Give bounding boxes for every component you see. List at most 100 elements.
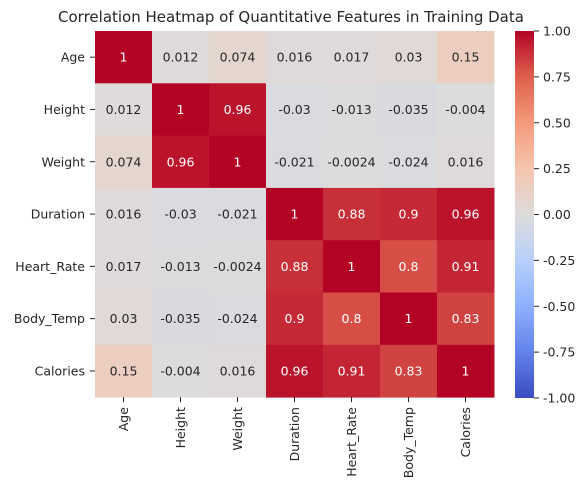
cell-value-label: -0.03 bbox=[164, 207, 196, 222]
cell-value-label: 0.012 bbox=[163, 50, 199, 65]
cell-value-label: -0.0024 bbox=[327, 154, 375, 169]
cell-value-label: -0.004 bbox=[160, 363, 200, 378]
cell-value-label: -0.021 bbox=[274, 154, 314, 169]
cell-value-label: 1 bbox=[462, 363, 470, 378]
cell-value-label: 0.83 bbox=[452, 311, 480, 326]
colorbar-tick-label: 1.00 bbox=[543, 24, 571, 39]
colorbar-tick-label: -0.75 bbox=[543, 345, 575, 360]
heatmap-cell bbox=[95, 292, 153, 346]
row-tick-label: Duration bbox=[31, 207, 85, 222]
heatmap-cell bbox=[437, 31, 495, 84]
heatmap-cell bbox=[266, 187, 324, 241]
heatmap-cell bbox=[152, 292, 210, 346]
cell-value-label: 1 bbox=[291, 207, 299, 222]
column-tick-label: Body_Temp bbox=[401, 407, 416, 478]
cell-value-label: 0.9 bbox=[285, 311, 305, 326]
cell-value-label: 0.017 bbox=[334, 50, 370, 65]
cell-value-label: 0.8 bbox=[399, 259, 419, 274]
cell-value-label: -0.035 bbox=[160, 311, 200, 326]
cell-value-label: 0.96 bbox=[452, 207, 480, 222]
heatmap-cell bbox=[152, 31, 210, 84]
heatmap-cell bbox=[152, 240, 210, 293]
cell-value-label: 0.9 bbox=[399, 207, 419, 222]
column-tick-label: Calories bbox=[458, 407, 473, 457]
row-tick-label: Heart_Rate bbox=[15, 259, 85, 274]
heatmap-cell bbox=[266, 135, 324, 189]
heatmap-cells: 1 0.012 0.074 0.016 0.017 0.03 0.15 0.012 1 0.96 -… bbox=[95, 31, 495, 398]
row-tick-label: Calories bbox=[35, 363, 85, 378]
colorbar-tick-label: -0.25 bbox=[543, 253, 575, 268]
heatmap-cell bbox=[380, 344, 438, 398]
heatmap-cell bbox=[95, 83, 153, 137]
heatmap-cell bbox=[380, 83, 438, 137]
cell-value-label: -0.021 bbox=[217, 207, 257, 222]
heatmap-cell bbox=[437, 292, 495, 346]
heatmap-cell bbox=[209, 240, 267, 293]
heatmap-cell bbox=[95, 187, 153, 241]
heatmap-cell bbox=[380, 31, 438, 84]
colorbar-tick-label: 0.50 bbox=[543, 115, 571, 130]
cell-value-label: 0.91 bbox=[452, 259, 480, 274]
cell-value-label: 0.96 bbox=[167, 154, 195, 169]
cell-value-label: -0.0024 bbox=[213, 259, 261, 274]
row-tick-label: Height bbox=[44, 102, 85, 117]
cell-value-label: 0.074 bbox=[106, 154, 142, 169]
heatmap-cell bbox=[266, 31, 324, 84]
cell-value-label: 0.016 bbox=[448, 154, 484, 169]
heatmap-cell bbox=[437, 135, 495, 189]
cell-value-label: 0.96 bbox=[281, 363, 309, 378]
cell-value-label: 0.15 bbox=[110, 363, 138, 378]
cell-value-label: 0.016 bbox=[277, 50, 313, 65]
cell-value-label: 1 bbox=[405, 311, 413, 326]
heatmap-cell bbox=[380, 292, 438, 346]
cell-value-label: 0.88 bbox=[281, 259, 309, 274]
heatmap-cell bbox=[323, 187, 381, 241]
cell-value-label: 0.96 bbox=[224, 102, 252, 117]
heatmap-cell bbox=[437, 187, 495, 241]
cell-value-label: 0.03 bbox=[110, 311, 138, 326]
heatmap-cell bbox=[380, 187, 438, 241]
heatmap-cell bbox=[380, 240, 438, 293]
row-tick-label: Weight bbox=[41, 154, 85, 169]
column-tick-labels: Age Height Weight Duration Heart_Rate Body_Te… bbox=[116, 397, 473, 478]
cell-value-label: 0.91 bbox=[338, 363, 366, 378]
colorbar-tick-label: -0.50 bbox=[543, 299, 575, 314]
heatmap-cell bbox=[380, 135, 438, 189]
cell-value-label: 0.15 bbox=[452, 50, 480, 65]
heatmap-cell bbox=[323, 344, 381, 398]
heatmap-cell bbox=[95, 31, 153, 84]
colorbar: -1.00 -0.75 -0.50 -0.25 0.00 0.25 0.50 0.75 1.00 bbox=[515, 24, 575, 406]
heatmap-cell bbox=[209, 187, 267, 241]
cell-value-label: -0.013 bbox=[160, 259, 200, 274]
heatmap-cell bbox=[437, 240, 495, 293]
cell-value-label: 0.88 bbox=[338, 207, 366, 222]
cell-value-label: 0.83 bbox=[395, 363, 423, 378]
heatmap-cell bbox=[323, 292, 381, 346]
row-tick-label: Body_Temp bbox=[14, 311, 85, 326]
cell-value-label: -0.024 bbox=[217, 311, 257, 326]
cell-value-label: 1 bbox=[120, 50, 128, 65]
heatmap-cell bbox=[323, 240, 381, 293]
colorbar-tick-label: 0.75 bbox=[543, 69, 571, 84]
heatmap-cell bbox=[209, 292, 267, 346]
cell-value-label: -0.03 bbox=[278, 102, 310, 117]
cell-value-label: 1 bbox=[348, 259, 356, 274]
heatmap-cell bbox=[152, 344, 210, 398]
cell-value-label: 0.03 bbox=[395, 50, 423, 65]
column-tick-label: Heart_Rate bbox=[344, 407, 359, 477]
heatmap-cell bbox=[95, 344, 153, 398]
cell-value-label: -0.004 bbox=[445, 102, 485, 117]
cell-value-label: 0.074 bbox=[220, 50, 256, 65]
column-tick-label: Height bbox=[173, 407, 188, 448]
heatmap-cell bbox=[209, 135, 267, 189]
heatmap-cell bbox=[95, 240, 153, 293]
heatmap-cell bbox=[266, 240, 324, 293]
heatmap-cell bbox=[437, 83, 495, 137]
column-tick-label: Weight bbox=[230, 407, 245, 451]
heatmap-cell bbox=[266, 83, 324, 137]
heatmap-cell bbox=[323, 135, 381, 189]
row-tick-labels: Age Height Weight Duration Heart_Rate Body_Te… bbox=[14, 50, 95, 378]
heatmap-cell bbox=[437, 344, 495, 398]
